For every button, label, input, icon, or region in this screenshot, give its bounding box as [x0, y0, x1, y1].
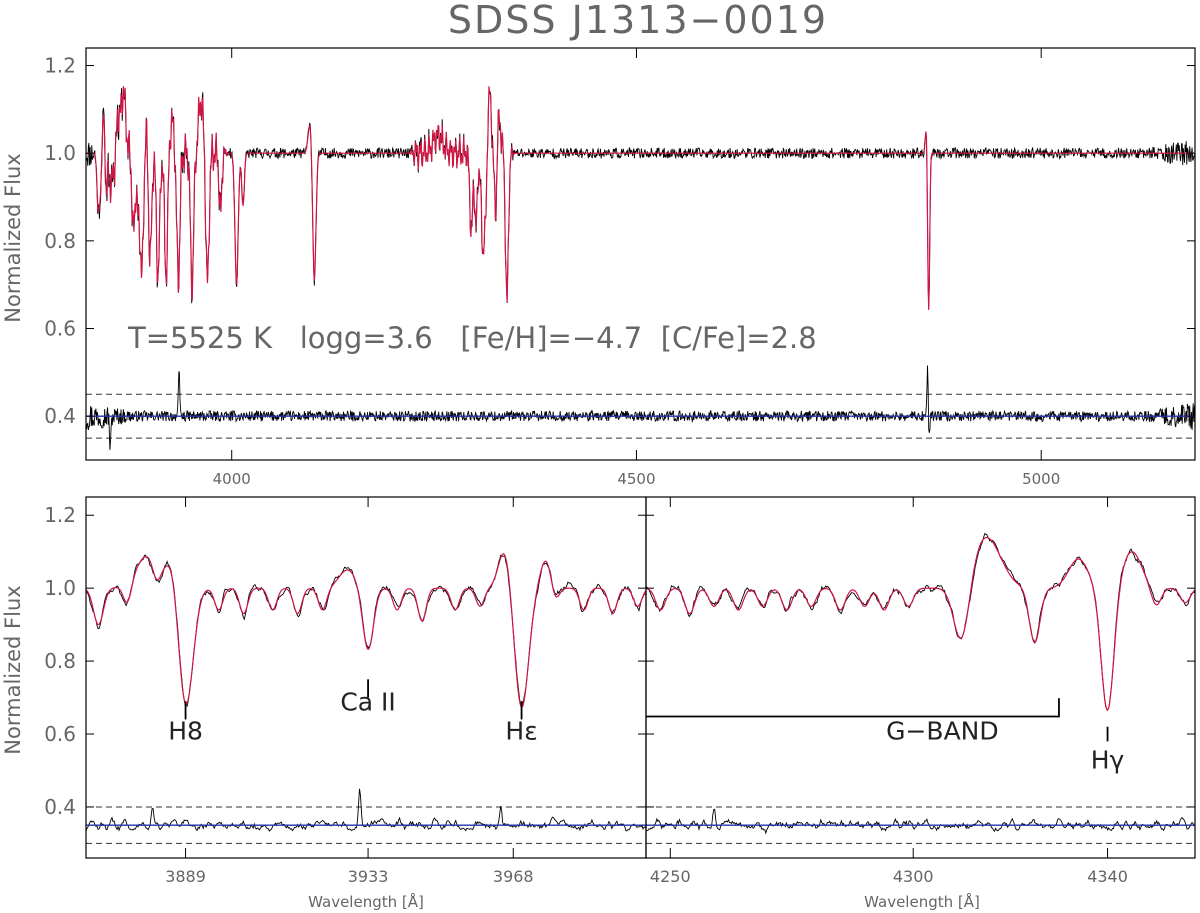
- h-epsilon-label: Hε: [505, 716, 537, 745]
- y-tick-label: 0.4: [44, 404, 76, 428]
- x-tick-label: 4300: [893, 867, 934, 886]
- bottom-right-x-axis-label: Wavelength [Å]: [864, 892, 980, 911]
- x-tick-label: 4250: [650, 867, 691, 886]
- x-tick-label: 4500: [617, 470, 655, 488]
- panel-bottom-right: 4250 4300 4340 G−BAND Hγ: [645, 496, 1196, 886]
- y-tick-label: 0.8: [44, 649, 76, 673]
- g-band-bracket: [646, 698, 1060, 718]
- panel-top: 0.4 0.6 0.8 1.0 1.2 4000 4500 5000: [44, 47, 1196, 488]
- x-tick-label: 4000: [213, 470, 251, 488]
- x-tick-label: 5000: [1022, 470, 1060, 488]
- model-series: [646, 536, 1195, 712]
- x-tick-label: 3889: [165, 867, 206, 886]
- frame-bottom-left: [85, 496, 647, 859]
- h-gamma-label: Hγ: [1091, 746, 1125, 775]
- observed-series: [86, 554, 646, 707]
- residual-series: [646, 808, 1195, 835]
- x-tick-label: 3933: [348, 867, 389, 886]
- frame-bottom-right: [645, 496, 1196, 859]
- bottom-left-x-axis-label: Wavelength [Å]: [308, 892, 424, 911]
- y-tick-label: 0.8: [44, 229, 76, 253]
- panel-bottom-left: 0.4 0.6 0.8 1.0 1.2 3889 3933 3968 H8 Ca II Hε: [44, 496, 647, 886]
- top-y-axis-label: Normalized Flux: [1, 153, 25, 322]
- observed-series: [646, 532, 1195, 712]
- plot-area-top: [86, 86, 1195, 450]
- y-tick-label: 1.2: [44, 54, 76, 78]
- plot-area-bottom-left: [86, 553, 646, 844]
- ca-ii-label: Ca II: [340, 687, 395, 716]
- g-band-label: G−BAND: [886, 716, 999, 745]
- x-tick-label: 4340: [1087, 867, 1128, 886]
- model-series: [86, 86, 1195, 310]
- y-tick-label: 1.2: [44, 503, 76, 527]
- y-tick-label: 1.0: [44, 576, 76, 600]
- residual-series: [86, 788, 646, 832]
- h8-label: H8: [168, 716, 203, 745]
- observed-series: [86, 87, 1195, 306]
- stellar-parameters-annotation: T=5525 K logg=3.6 [Fe/H]=−4.7 [C/Fe]=2.8: [127, 321, 817, 355]
- y-tick-label: 0.6: [44, 722, 76, 746]
- plot-area-bottom-right: [646, 532, 1195, 844]
- bottom-y-axis-label: Normalized Flux: [1, 585, 25, 754]
- y-tick-label: 0.4: [44, 795, 76, 819]
- x-tick-label: 3968: [493, 867, 534, 886]
- residual-series: [86, 365, 1195, 450]
- y-tick-label: 0.6: [44, 317, 76, 341]
- y-tick-label: 1.0: [44, 141, 76, 165]
- figure-title: SDSS J1313−0019: [448, 0, 828, 42]
- model-series: [86, 553, 646, 709]
- frame-top: [85, 47, 1196, 461]
